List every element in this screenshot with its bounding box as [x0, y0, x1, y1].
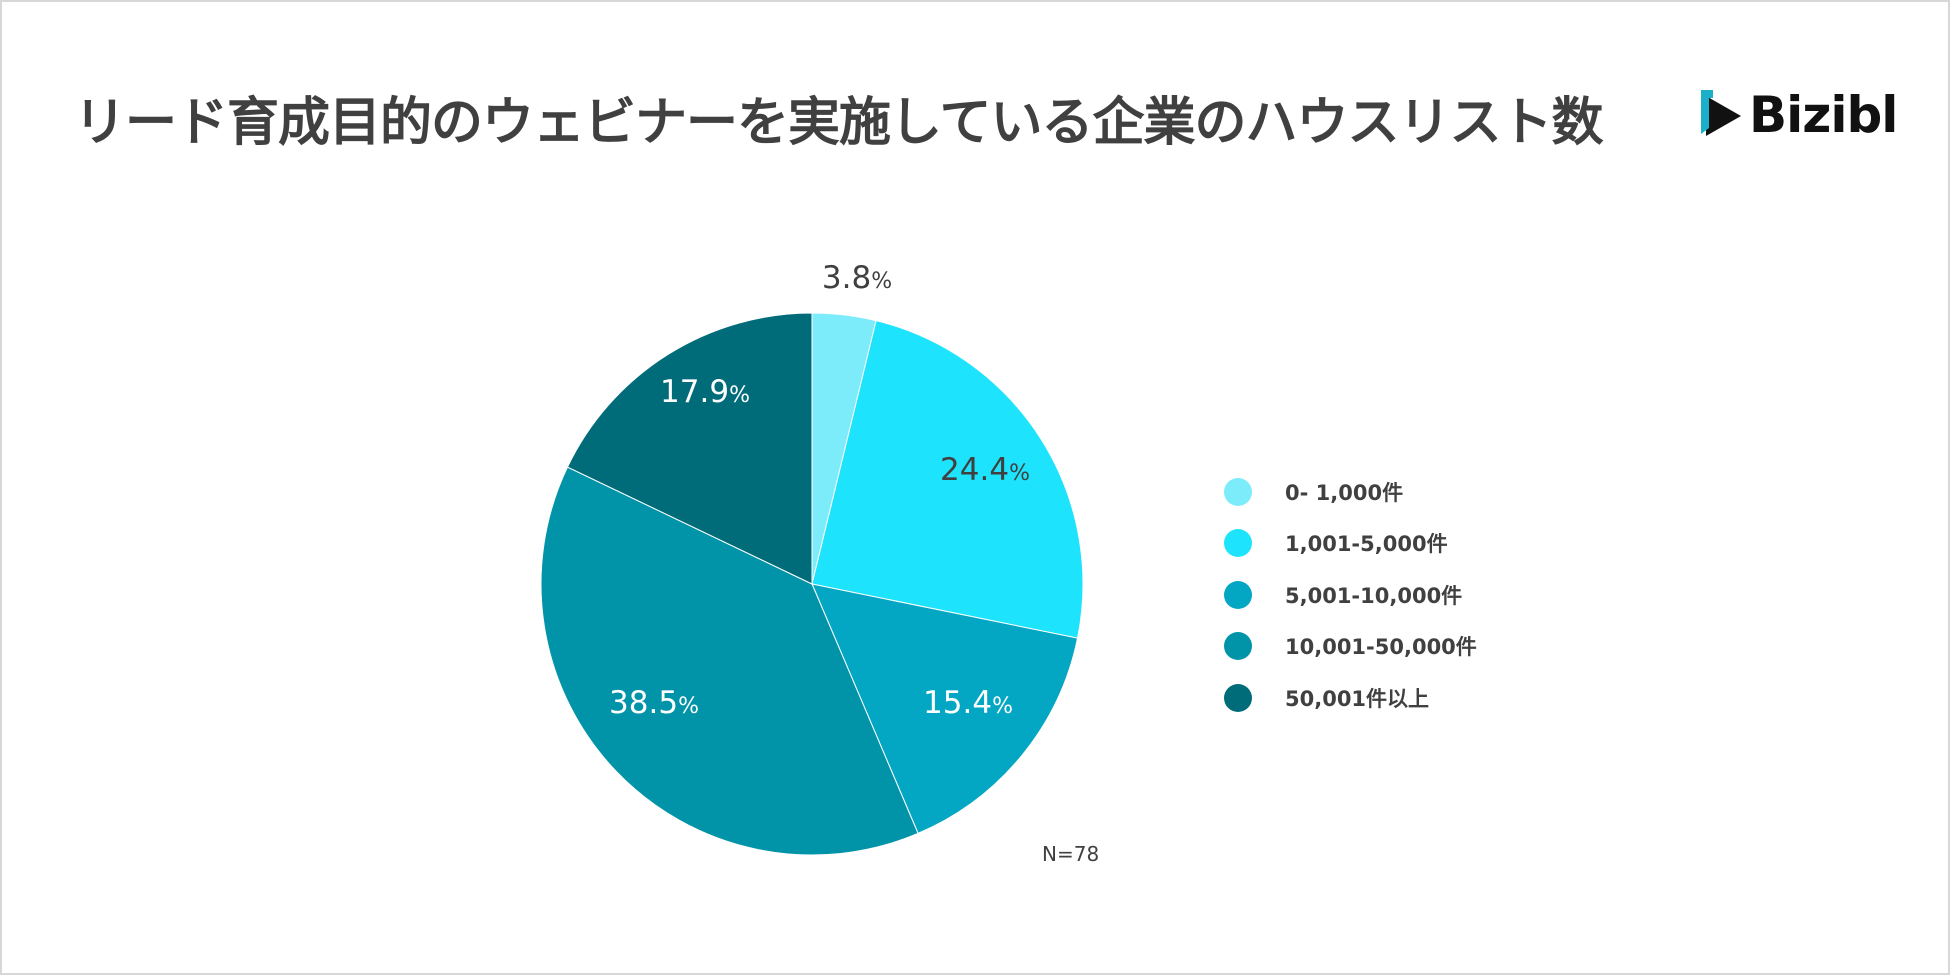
pie-slices	[541, 313, 1083, 855]
legend-item: 1,001-5,000件	[1224, 518, 1477, 570]
legend-label: 5,001-10,000件	[1285, 580, 1462, 610]
legend-label: 10,001-50,000件	[1285, 631, 1477, 661]
legend-label: 0- 1,000件	[1285, 477, 1403, 507]
legend-swatch	[1224, 632, 1252, 660]
legend-item: 0- 1,000件	[1224, 466, 1477, 518]
sample-size-note: N=78	[1042, 842, 1099, 866]
slice-value-label: 3.8%	[822, 260, 892, 296]
legend-item: 5,001-10,000件	[1224, 569, 1477, 621]
legend-swatch	[1224, 529, 1252, 557]
legend-swatch	[1224, 581, 1252, 609]
legend-label: 50,001件以上	[1285, 683, 1429, 713]
legend-swatch	[1224, 684, 1252, 712]
chart-legend: 0- 1,000件 1,001-5,000件 5,001-10,000件 10,…	[1224, 466, 1477, 724]
legend-label: 1,001-5,000件	[1285, 528, 1448, 558]
legend-item: 50,001件以上	[1224, 672, 1477, 724]
legend-swatch	[1224, 478, 1252, 506]
legend-item: 10,001-50,000件	[1224, 621, 1477, 673]
